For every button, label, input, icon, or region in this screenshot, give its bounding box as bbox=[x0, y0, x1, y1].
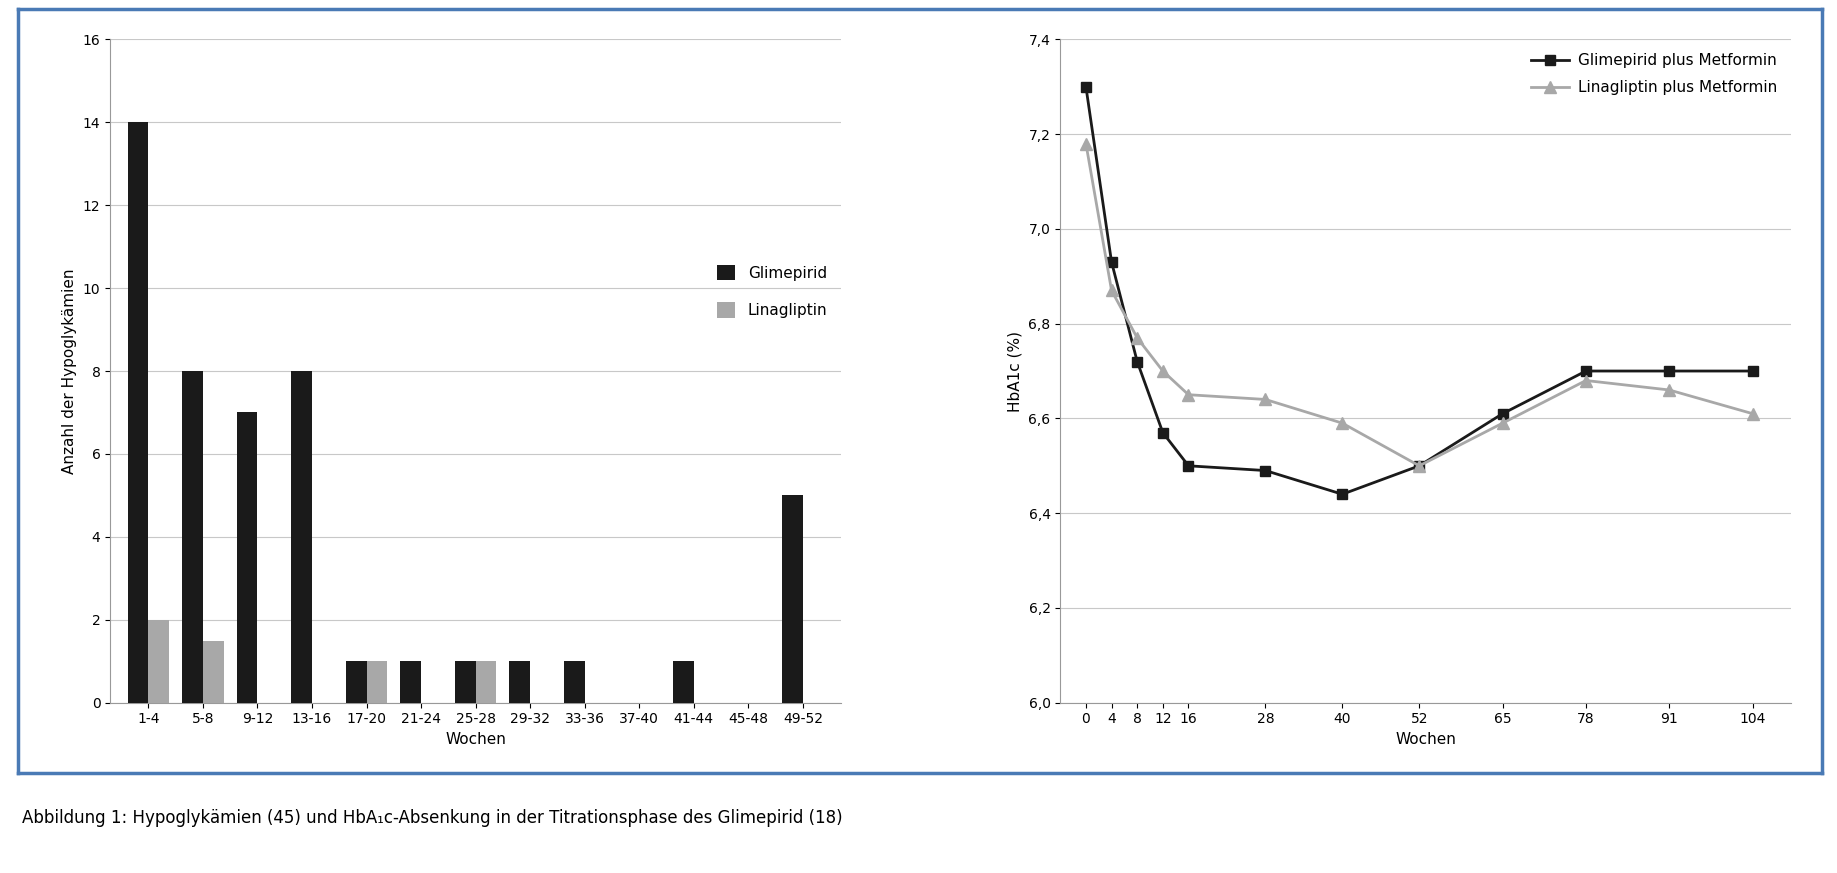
Bar bbox=[367, 662, 388, 703]
Glimepirid plus Metformin bbox=[1741, 366, 1764, 376]
Glimepirid plus Metformin bbox=[1255, 465, 1277, 476]
Linagliptin plus Metformin bbox=[1492, 418, 1514, 429]
Bar bbox=[345, 662, 367, 703]
Linagliptin plus Metformin bbox=[1255, 395, 1277, 405]
Bar bbox=[672, 662, 694, 703]
Linagliptin plus Metformin bbox=[1574, 375, 1596, 386]
Glimepirid plus Metformin bbox=[1126, 356, 1148, 367]
Bar bbox=[456, 662, 476, 703]
Glimepirid plus Metformin bbox=[1100, 257, 1122, 267]
Linagliptin plus Metformin bbox=[1126, 333, 1148, 343]
Bar bbox=[509, 662, 531, 703]
Glimepirid plus Metformin bbox=[1492, 409, 1514, 419]
Bar bbox=[202, 641, 224, 703]
Legend: Glimepirid plus Metformin, Linagliptin plus Metformin: Glimepirid plus Metformin, Linagliptin p… bbox=[1525, 47, 1784, 101]
Glimepirid plus Metformin bbox=[1574, 366, 1596, 376]
Glimepirid plus Metformin bbox=[1152, 428, 1174, 438]
Glimepirid plus Metformin bbox=[1659, 366, 1681, 376]
Bar bbox=[476, 662, 496, 703]
Bar bbox=[129, 122, 149, 703]
Line: Glimepirid plus Metformin: Glimepirid plus Metformin bbox=[1080, 82, 1758, 499]
Glimepirid plus Metformin bbox=[1409, 461, 1431, 471]
Bar bbox=[149, 620, 169, 703]
Bar bbox=[783, 496, 803, 703]
Legend: Glimepirid, Linagliptin: Glimepirid, Linagliptin bbox=[711, 258, 834, 324]
Linagliptin plus Metformin bbox=[1178, 389, 1200, 400]
Linagliptin plus Metformin bbox=[1409, 461, 1431, 471]
Bar bbox=[182, 371, 202, 703]
Y-axis label: HbA1c (%): HbA1c (%) bbox=[1009, 331, 1023, 411]
X-axis label: Wochen: Wochen bbox=[1396, 732, 1457, 747]
Bar bbox=[237, 413, 257, 703]
Linagliptin plus Metformin bbox=[1741, 409, 1764, 419]
Linagliptin plus Metformin bbox=[1332, 418, 1354, 429]
Glimepirid plus Metformin bbox=[1332, 489, 1354, 499]
Linagliptin plus Metformin bbox=[1075, 138, 1097, 148]
Text: Abbildung 1: Hypoglykämien (45) und HbA₁ᴄ-Absenkung in der Titrationsphase des G: Abbildung 1: Hypoglykämien (45) und HbA₁… bbox=[22, 809, 843, 827]
Bar bbox=[400, 662, 421, 703]
Y-axis label: Anzahl der Hypoglykämien: Anzahl der Hypoglykämien bbox=[62, 268, 77, 474]
X-axis label: Wochen: Wochen bbox=[445, 732, 505, 747]
Linagliptin plus Metformin bbox=[1152, 366, 1174, 376]
Line: Linagliptin plus Metformin: Linagliptin plus Metformin bbox=[1080, 138, 1758, 471]
Glimepirid plus Metformin bbox=[1178, 461, 1200, 471]
Bar bbox=[564, 662, 584, 703]
Linagliptin plus Metformin bbox=[1659, 385, 1681, 395]
Linagliptin plus Metformin bbox=[1100, 285, 1122, 296]
Bar bbox=[292, 371, 312, 703]
Glimepirid plus Metformin bbox=[1075, 81, 1097, 92]
